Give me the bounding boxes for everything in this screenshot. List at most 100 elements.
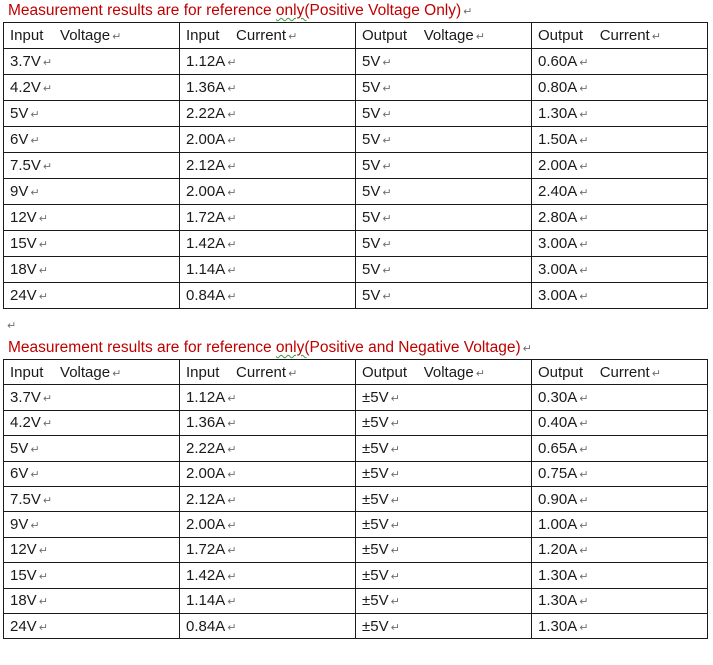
paragraph-mark: ↵ xyxy=(463,6,473,18)
cell-text: 1.72A xyxy=(186,209,226,226)
table-cell: 0.84A ↵ xyxy=(179,282,356,309)
cell-text: 4.2V xyxy=(10,79,41,96)
end-of-cell-mark: ↵ xyxy=(42,83,53,95)
cell-text: 1.20A xyxy=(538,541,578,559)
header-cell: Input Current ↵ xyxy=(179,22,356,49)
header-cell-text: Output Voltage xyxy=(362,27,474,44)
end-of-cell-mark: ↵ xyxy=(382,57,392,69)
table-cell: 1.72A ↵ xyxy=(179,204,356,231)
cell-text: 0.84A xyxy=(186,287,226,304)
end-of-cell-mark: ↵ xyxy=(579,520,589,533)
paragraph-mark: ↵ xyxy=(522,343,532,355)
measurement-table-positive-only: Input Voltage ↵ Input Current ↵ Output Volta… xyxy=(3,22,708,309)
cell-text: ±5V xyxy=(362,541,389,559)
cell-text: 2.00A xyxy=(186,465,226,483)
table-cell: 3.00A ↵ xyxy=(531,230,708,257)
cell-text: 5V xyxy=(362,261,381,278)
table-cell: 1.72A ↵ xyxy=(179,536,356,564)
end-of-cell-mark: ↵ xyxy=(579,418,589,431)
table-cell: 1.00A ↵ xyxy=(531,511,708,538)
end-of-cell-mark: ↵ xyxy=(579,545,589,558)
table-row: 12V ↵ 1.72A ↵ ±5V ↵ 1.20A ↵ xyxy=(3,536,708,564)
cell-text: 0.90A xyxy=(538,490,578,508)
table-cell: 15V ↵ xyxy=(3,562,180,589)
cell-text: 5V xyxy=(362,105,381,122)
cell-text: 3.00A xyxy=(538,235,578,252)
table-cell: 1.30A ↵ xyxy=(531,587,708,614)
cell-text: 0.75A xyxy=(538,465,578,483)
grammar-flagged-text: only( xyxy=(275,2,310,19)
end-of-cell-mark: ↵ xyxy=(30,443,40,456)
cell-text: 0.30A xyxy=(538,389,578,407)
end-of-cell-mark: ↵ xyxy=(227,109,237,121)
cell-text: 2.12A xyxy=(186,490,226,508)
end-of-cell-mark: ↵ xyxy=(579,596,589,609)
table-cell: 1.20A ↵ xyxy=(531,536,708,564)
table-cell: 2.80A ↵ xyxy=(531,204,708,231)
cell-text: 1.12A xyxy=(186,53,226,70)
table-row: 6V ↵ 2.00A ↵ 5V ↵ 1.50A ↵ xyxy=(3,126,708,153)
cell-text: 5V xyxy=(362,131,381,148)
end-of-cell-mark: ↵ xyxy=(227,213,237,225)
table-row: 4.2V ↵ 1.36A ↵ 5V ↵ 0.80A ↵ xyxy=(3,74,708,101)
end-of-cell-mark: ↵ xyxy=(382,265,392,277)
cell-text: 0.60A xyxy=(538,53,578,70)
empty-paragraph: ↵ xyxy=(0,309,713,337)
cell-text: 15V xyxy=(10,566,37,584)
table-cell: ±5V ↵ xyxy=(355,485,532,513)
end-of-cell-mark: ↵ xyxy=(42,161,53,173)
end-of-cell-mark: ↵ xyxy=(382,213,392,225)
table-row: 7.5V ↵ 2.12A ↵ 5V ↵ 2.00A ↵ xyxy=(3,152,708,179)
table-cell: 1.42A ↵ xyxy=(179,230,356,257)
table-cell: 3.7V ↵ xyxy=(3,48,180,75)
table-cell: 5V ↵ xyxy=(355,48,532,75)
table-cell: 24V ↵ xyxy=(3,282,180,309)
table-cell: 4.2V ↵ xyxy=(3,74,180,101)
cell-text: 9V xyxy=(10,516,29,534)
cell-text: 18V xyxy=(10,261,37,278)
end-of-cell-mark: ↵ xyxy=(227,621,237,634)
end-of-cell-mark: ↵ xyxy=(579,213,589,225)
end-of-cell-mark: ↵ xyxy=(42,494,53,507)
table-cell: 5V ↵ xyxy=(355,256,532,283)
cell-text: ±5V xyxy=(362,490,389,508)
table-cell: 0.75A ↵ xyxy=(531,460,708,487)
end-of-cell-mark: ↵ xyxy=(227,135,237,147)
end-of-cell-mark: ↵ xyxy=(475,367,485,380)
end-of-cell-mark: ↵ xyxy=(390,545,400,558)
end-of-cell-mark: ↵ xyxy=(390,469,400,482)
table-cell: 4.2V ↵ xyxy=(3,409,180,437)
header-cell-text: Input Current xyxy=(186,363,287,381)
table-cell: 15V ↵ xyxy=(3,230,180,257)
cell-text: 1.30A xyxy=(538,592,578,610)
table-cell: 2.22A ↵ xyxy=(179,435,356,462)
measurement-table-positive-negative: Input Voltage ↵ Input Current ↵ Output Volta… xyxy=(3,358,708,640)
end-of-cell-mark: ↵ xyxy=(579,621,589,634)
end-of-cell-mark: ↵ xyxy=(382,135,392,147)
end-of-cell-mark: ↵ xyxy=(579,109,589,121)
cell-text: 1.30A xyxy=(538,105,578,122)
cell-text: 1.42A xyxy=(186,566,226,584)
table-row: 9V ↵ 2.00A ↵ ±5V ↵ 1.00A ↵ xyxy=(3,511,708,538)
end-of-cell-mark: ↵ xyxy=(579,494,589,507)
end-of-cell-mark: ↵ xyxy=(227,83,237,95)
end-of-cell-mark: ↵ xyxy=(227,161,237,173)
table-cell: ±5V ↵ xyxy=(355,409,532,437)
end-of-cell-mark: ↵ xyxy=(227,520,237,533)
end-of-cell-mark: ↵ xyxy=(38,239,48,251)
end-of-cell-mark: ↵ xyxy=(579,393,589,406)
cell-text: 12V xyxy=(10,541,37,559)
paragraph-mark: ↵ xyxy=(7,320,17,332)
end-of-cell-mark: ↵ xyxy=(390,596,400,609)
cell-text: 3.7V xyxy=(10,389,41,407)
header-cell-text: Input Voltage xyxy=(10,363,111,381)
table-cell: 3.00A ↵ xyxy=(531,256,708,283)
header-cell: Output Current ↵ xyxy=(531,358,708,386)
header-cell-text: Output Current xyxy=(538,363,650,381)
table-row: 6V ↵ 2.00A ↵ ±5V ↵ 0.75A ↵ xyxy=(3,460,708,487)
cell-text: 1.14A xyxy=(186,261,226,278)
table-cell: ±5V ↵ xyxy=(355,460,532,487)
table-cell: ±5V ↵ xyxy=(355,587,532,614)
end-of-cell-mark: ↵ xyxy=(390,443,400,456)
